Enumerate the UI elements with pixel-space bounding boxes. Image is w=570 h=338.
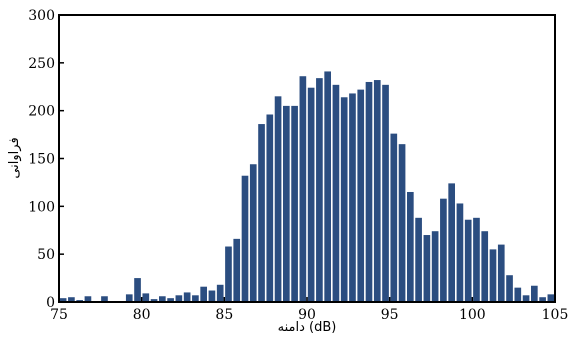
y-tick-label: 50: [37, 247, 55, 263]
bar-39: [382, 84, 389, 302]
bar-53: [497, 244, 505, 302]
bar-23: [249, 164, 257, 302]
bar-50: [473, 217, 480, 302]
bar-40: [390, 133, 398, 302]
bar-21: [233, 238, 241, 302]
y-axis-title: فراوانی: [7, 137, 22, 178]
bar-31: [316, 78, 323, 302]
bar-30: [307, 87, 315, 302]
bar-58: [539, 297, 546, 302]
bar-55: [514, 287, 522, 302]
bar-15: [183, 292, 191, 302]
y-tick-label: 300: [28, 8, 55, 24]
bar-29: [299, 76, 307, 302]
bar-1: [68, 297, 75, 302]
bar-3: [84, 296, 92, 302]
y-tick-label: 150: [28, 152, 55, 168]
bar-56: [522, 295, 530, 302]
bar-27: [283, 105, 290, 302]
bar-54: [506, 275, 513, 302]
bar-5: [101, 296, 108, 302]
bar-42: [407, 191, 414, 302]
bar-28: [291, 105, 298, 302]
bars-group: [59, 71, 555, 303]
bar-43: [415, 217, 422, 302]
bar-17: [200, 286, 207, 302]
bar-25: [266, 114, 274, 302]
bar-47: [448, 183, 455, 302]
bar-32: [324, 71, 331, 303]
bar-14: [175, 295, 183, 302]
x-tick-label: 85: [215, 307, 233, 323]
y-tick-label: 0: [46, 295, 55, 311]
x-tick-label: 80: [133, 307, 151, 323]
bar-12: [159, 296, 166, 302]
bar-45: [431, 231, 439, 302]
bar-36: [357, 89, 365, 303]
bar-24: [258, 124, 265, 302]
bar-41: [398, 144, 406, 302]
bar-13: [167, 298, 174, 302]
bar-51: [481, 231, 489, 302]
bar-19: [216, 284, 224, 302]
x-axis-title: (dB) دامنه: [278, 320, 337, 335]
x-tick-label: 105: [542, 307, 569, 323]
bar-46: [440, 198, 447, 302]
bar-10: [142, 293, 150, 302]
plot-frame: [58, 14, 556, 303]
bar-35: [349, 93, 356, 303]
x-tick-label: 90: [298, 307, 316, 323]
bar-49: [464, 219, 472, 302]
bar-38: [373, 80, 381, 302]
bar-9: [134, 278, 141, 302]
bar-0: [59, 298, 67, 302]
bar-48: [456, 203, 464, 302]
y-tick-label: 250: [28, 56, 55, 72]
bar-52: [489, 249, 497, 302]
y-axis: 0 50 100 150 200 250 300: [28, 8, 64, 311]
bar-16: [192, 295, 199, 302]
bar-22: [241, 175, 249, 302]
bar-37: [365, 81, 373, 302]
bar-33: [332, 84, 340, 302]
bar-11: [150, 299, 158, 302]
bar-20: [225, 246, 232, 302]
y-tick-label: 100: [28, 199, 55, 215]
bar-26: [274, 96, 282, 302]
bar-8: [125, 294, 133, 302]
x-tick-label: 75: [50, 307, 68, 323]
x-tick-label: 95: [381, 307, 399, 323]
bar-44: [423, 235, 431, 302]
x-tick-label: 100: [459, 307, 486, 323]
bar-57: [531, 285, 538, 302]
bar-59: [547, 294, 555, 302]
x-axis: 75 80 85 90 95 100 105: [50, 297, 568, 323]
y-tick-label: 200: [28, 104, 55, 120]
bar-34: [340, 97, 348, 302]
bar-18: [208, 290, 216, 302]
